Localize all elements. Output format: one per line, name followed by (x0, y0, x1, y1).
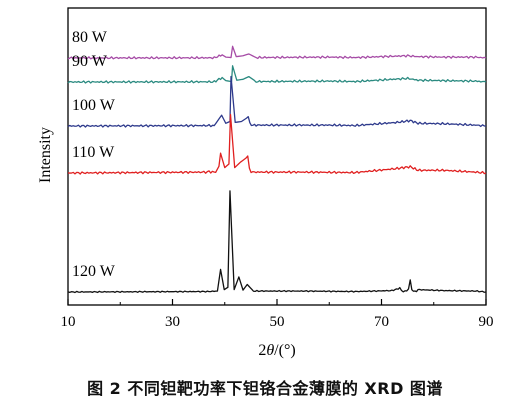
series-label-120w: 120 W (72, 263, 116, 280)
x-tick-label: 90 (479, 314, 494, 330)
x-axis-title: 2θ/(°) (258, 342, 295, 359)
series-group (67, 45, 487, 294)
x-ticks: 10 30 50 70 90 (61, 299, 494, 330)
series-line-110w (67, 113, 487, 175)
series-line-90w (67, 65, 487, 84)
x-tick-label: 70 (374, 314, 389, 330)
series-line-120w (67, 190, 487, 294)
figure-caption: 图 2 不同钽靶功率下钽铬合金薄膜的 XRD 图谱 (87, 379, 443, 398)
series-label-110w: 110 W (72, 144, 115, 161)
series-line-80w (67, 45, 487, 60)
x-tick-label: 50 (270, 314, 285, 330)
series-line-100w (67, 75, 487, 128)
series-label-100w: 100 W (72, 97, 116, 114)
x-tick-label: 30 (165, 314, 180, 330)
series-label-80w: 80 W (72, 29, 108, 46)
x-tick-label: 10 (61, 314, 76, 330)
series-label-90w: 90 W (72, 53, 108, 70)
plot-frame (67, 7, 487, 306)
series-labels: 80 W 90 W 100 W 110 W 120 W (72, 29, 116, 280)
xrd-chart: 10 30 50 70 90 80 W 90 W 100 W 110 W 120 W Inten… (37, 7, 494, 359)
y-axis-title: Intensity (37, 127, 54, 183)
